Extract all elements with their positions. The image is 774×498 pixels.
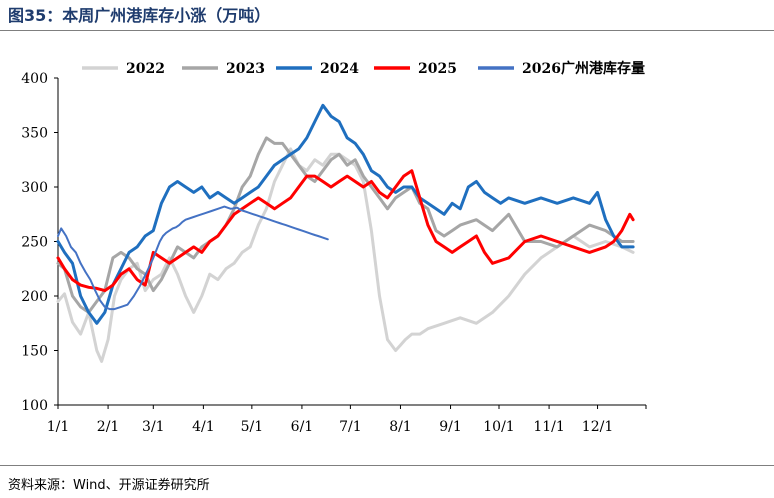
series-line-3: [56, 169, 635, 293]
y-tick-label: 250: [21, 235, 48, 251]
x-tick-label: 12/1: [582, 419, 613, 435]
x-tick-label: 10/1: [483, 419, 514, 435]
x-tick-label: 1/1: [47, 419, 70, 435]
chart-title: 图35：本周广州港库存小涨（万吨）: [8, 6, 271, 25]
title-divider: [0, 30, 774, 31]
legend-label-4: 2026广州港库存量: [522, 60, 645, 77]
y-tick-label: 300: [21, 180, 48, 196]
x-tick-label: 8/1: [389, 419, 412, 435]
y-tick-label: 200: [21, 289, 48, 305]
y-tick-label: 350: [21, 126, 48, 142]
legend-label-1: 2023: [226, 61, 265, 77]
x-tick-label: 11/1: [533, 419, 564, 435]
x-tick-label: 3/1: [142, 419, 165, 435]
source-note: 资料来源：Wind、开源证券研究所: [8, 478, 210, 493]
x-tick-label: 9/1: [439, 419, 462, 435]
series-line-0: [56, 147, 635, 363]
y-tick-label: 150: [21, 344, 48, 360]
x-tick-label: 6/1: [291, 419, 314, 435]
legend-label-2: 2024: [320, 61, 359, 77]
x-tick-label: 4/1: [192, 419, 215, 435]
x-tick-label: 5/1: [241, 419, 264, 435]
series-line-2: [56, 103, 635, 325]
x-tick-label: 2/1: [97, 419, 120, 435]
series-line-1: [56, 136, 635, 314]
legend-label-3: 2025: [418, 61, 457, 77]
legend: 2022 2023 2024 2025 2026广州港库存量: [82, 60, 645, 77]
series-line-4: [57, 205, 329, 311]
y-tick-label: 100: [21, 398, 48, 414]
y-tick-label: 400: [21, 71, 48, 87]
x-tick-label: 7/1: [339, 419, 362, 435]
footer-divider: [0, 465, 774, 466]
legend-label-0: 2022: [126, 61, 165, 77]
